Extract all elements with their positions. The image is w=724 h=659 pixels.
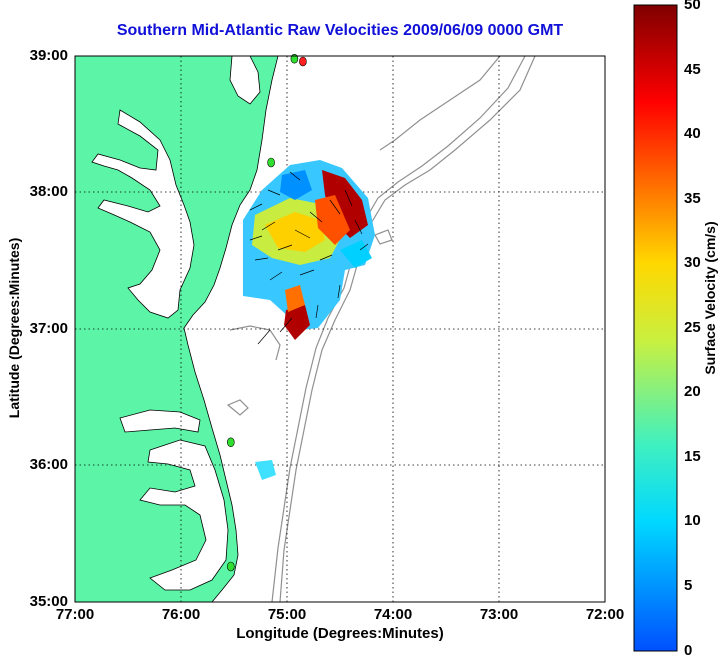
x-tick-label: 74:00: [373, 606, 413, 623]
station-marker: [227, 561, 235, 572]
y-tick-label: 36:00: [29, 456, 68, 473]
colorbar-tick-label: 25: [684, 319, 701, 336]
pamlico-sound: [139, 439, 229, 591]
station-marker: [299, 56, 307, 67]
x-tick-label: 75:00: [267, 606, 307, 623]
colorbar-tick-label: 50: [684, 0, 701, 13]
station-marker: [267, 157, 275, 168]
velocity-field: [243, 160, 375, 480]
chesapeake-bay: [91, 109, 195, 319]
map-title: Southern Mid-Atlantic Raw Velocities 200…: [116, 22, 564, 39]
x-tick-label: 73:00: [479, 606, 519, 623]
velocity-vectors: [249, 171, 369, 345]
delaware-bay: [229, 56, 261, 105]
colorbar-tick-label: 0: [684, 642, 693, 659]
plot-frame: [74, 55, 606, 603]
land-mainland: [75, 56, 279, 602]
colorbar-tick-label: 15: [684, 448, 701, 465]
colorbar-tick-label: 20: [684, 383, 701, 400]
colorbar-tick-label: 10: [684, 512, 701, 529]
colorbar-tick-label: 30: [684, 254, 701, 271]
colorbar-tick-label: 5: [684, 577, 693, 594]
colorbar-tick-label: 45: [684, 61, 701, 78]
colorbar: [633, 4, 678, 652]
station-marker: [227, 437, 235, 448]
y-tick-label: 39:00: [29, 47, 68, 64]
grid-lines: [75, 56, 605, 602]
x-tick-label: 76:00: [161, 606, 201, 623]
colorbar-tick-label: 35: [684, 190, 701, 207]
x-axis-title: Longitude (Degrees:Minutes): [236, 625, 444, 642]
colorbar-tick-label: 40: [684, 125, 701, 142]
y-tick-label: 37:00: [29, 320, 68, 337]
x-tick-label: 77:00: [55, 606, 95, 623]
colorbar-title: Surface Velocity (cm/s): [702, 221, 718, 375]
x-tick-label: 72:00: [585, 606, 625, 623]
albemarle-sound: [119, 409, 201, 433]
y-tick-label: 35:00: [29, 593, 68, 610]
bathymetry-contours: [226, 56, 536, 602]
y-tick-label: 38:00: [29, 183, 68, 200]
